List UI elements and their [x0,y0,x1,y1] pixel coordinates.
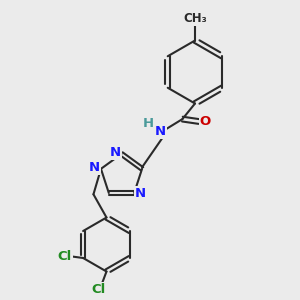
Text: N: N [89,161,100,174]
Text: N: N [154,124,166,138]
Text: CH₃: CH₃ [183,12,207,26]
Text: N: N [109,146,121,159]
Text: H: H [142,117,154,130]
Text: N: N [135,187,146,200]
Text: Cl: Cl [57,250,72,263]
Text: Cl: Cl [92,283,106,296]
Text: O: O [200,115,211,128]
